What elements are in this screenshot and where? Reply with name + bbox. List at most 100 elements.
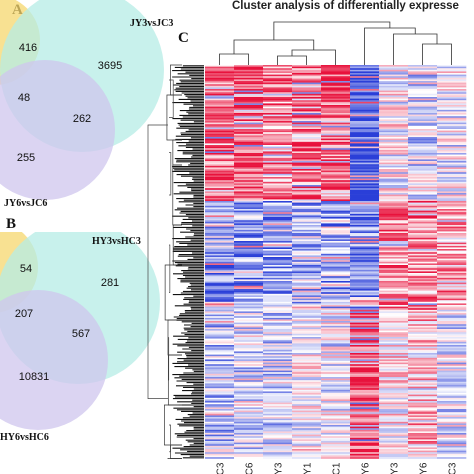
heatmap-cell — [263, 441, 293, 443]
heatmap-cell — [263, 330, 293, 333]
heatmap-cell — [350, 178, 380, 181]
heatmap-cell — [292, 282, 322, 285]
heatmap-cell — [205, 457, 235, 459]
heatmap-cell — [408, 233, 438, 235]
heatmap-cell — [437, 113, 467, 115]
heatmap-cell — [263, 180, 293, 183]
heatmap-cell — [234, 271, 264, 274]
heatmap-cell — [379, 450, 409, 453]
heatmap-cell — [205, 381, 235, 384]
heatmap-cell — [234, 69, 264, 72]
heatmap-cell — [292, 316, 322, 319]
heatmap-cell — [321, 85, 351, 88]
heatmap-cell — [408, 212, 438, 215]
heatmap-cell — [321, 154, 351, 157]
heatmap-cell — [350, 68, 380, 71]
heatmap-cell — [350, 77, 380, 80]
heatmap-cell — [379, 154, 409, 157]
heatmap-cell — [350, 410, 380, 413]
heatmap-cell — [205, 388, 235, 391]
heatmap-cell — [437, 127, 467, 130]
heatmap-cell — [234, 210, 264, 213]
heatmap-cell — [321, 170, 351, 173]
heatmap-cell — [205, 137, 235, 139]
heatmap-cell — [379, 151, 409, 154]
heatmap-cell — [234, 349, 264, 352]
heatmap-cell — [292, 412, 322, 415]
heatmap-cell — [321, 362, 351, 365]
heatmap-cell — [437, 372, 467, 375]
heatmap-cell — [408, 391, 438, 394]
venn-a-count-416: 416 — [18, 42, 38, 54]
heatmap-cell — [350, 130, 380, 133]
heatmap-cell — [263, 143, 293, 146]
heatmap-cell — [292, 95, 322, 98]
heatmap-cell — [379, 359, 409, 362]
heatmap-cell — [234, 425, 264, 427]
heatmap-cell — [437, 409, 467, 411]
heatmap-cell — [321, 389, 351, 392]
heatmap-cell — [350, 199, 380, 202]
heatmap-cell — [350, 141, 380, 144]
heatmap-cell — [350, 311, 380, 314]
heatmap-cell — [437, 132, 467, 135]
heatmap-cell — [321, 404, 351, 407]
heatmap-cell — [437, 321, 467, 323]
heatmap-cell — [205, 151, 235, 154]
heatmap-cell — [437, 161, 467, 163]
heatmap-cell — [350, 383, 380, 386]
heatmap-cell — [350, 313, 380, 315]
heatmap-cell — [379, 221, 409, 224]
heatmap-cell — [379, 244, 409, 247]
heatmap-cell — [234, 178, 264, 181]
heatmap-cell — [292, 391, 322, 394]
heatmap-cell — [350, 138, 380, 141]
heatmap-cell — [437, 97, 467, 99]
heatmap-cell — [263, 389, 293, 392]
heatmap-cell — [263, 338, 293, 341]
heatmap-cell — [321, 314, 351, 317]
heatmap-cell — [234, 434, 264, 437]
heatmap-cell — [292, 329, 322, 331]
heatmap-cell — [263, 300, 293, 303]
heatmap-cell — [292, 245, 322, 248]
heatmap-cell — [263, 282, 293, 285]
heatmap-cell — [263, 423, 293, 426]
heatmap-cell — [321, 431, 351, 434]
heatmap-cell — [263, 394, 293, 397]
heatmap-cell — [205, 378, 235, 381]
heatmap-cell — [379, 266, 409, 269]
heatmap-cell — [292, 410, 322, 413]
heatmap-cell — [379, 417, 409, 419]
heatmap-cell — [437, 316, 467, 319]
heatmap-cell — [350, 271, 380, 274]
heatmap-cell — [408, 252, 438, 255]
heatmap-cell — [205, 340, 235, 343]
heatmap-cell — [292, 146, 322, 149]
heatmap-cell — [205, 351, 235, 354]
heatmap-cell — [234, 297, 264, 299]
heatmap-cell — [350, 162, 380, 165]
heatmap-cell — [321, 247, 351, 250]
heatmap-cell — [408, 175, 438, 178]
heatmap-cell — [408, 205, 438, 208]
heatmap-cell — [321, 289, 351, 291]
heatmap-cell — [408, 69, 438, 72]
heatmap-cell — [350, 74, 380, 77]
heatmap-cell — [205, 337, 235, 339]
heatmap-cell — [408, 433, 438, 435]
heatmap-cell — [234, 397, 264, 400]
heatmap-cell — [379, 356, 409, 359]
heatmap-cell — [321, 191, 351, 194]
heatmap-cell — [437, 343, 467, 346]
heatmap-cell — [321, 303, 351, 306]
heatmap-cell — [408, 370, 438, 373]
heatmap-cell — [408, 234, 438, 237]
heatmap-cell — [292, 124, 322, 127]
heatmap-cell — [234, 68, 264, 71]
heatmap-cell — [408, 73, 438, 75]
heatmap-cell — [379, 309, 409, 312]
heatmap-cell — [408, 281, 438, 283]
heatmap-cell — [292, 137, 322, 139]
heatmap-cell — [205, 401, 235, 403]
